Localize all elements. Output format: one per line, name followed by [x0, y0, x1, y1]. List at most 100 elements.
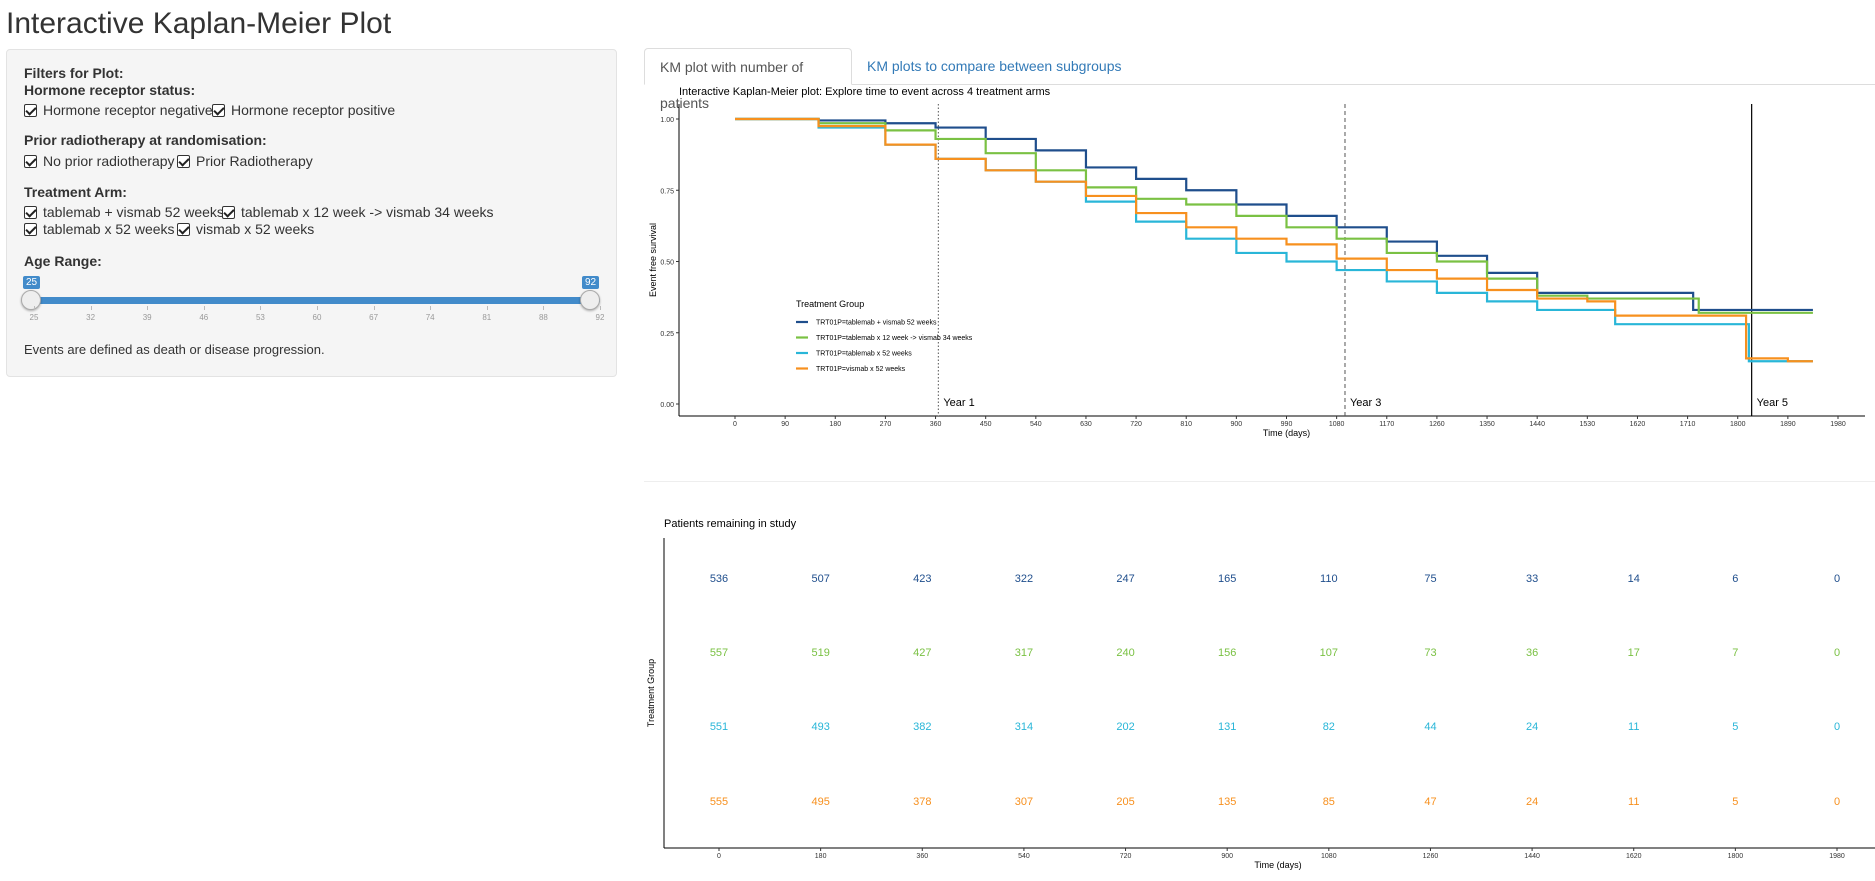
- risk-count: 0: [1834, 647, 1840, 659]
- x-tick-label: 90: [781, 421, 789, 428]
- checkbox-no-prior-radiotherapy[interactable]: No prior radiotherapy: [24, 153, 175, 169]
- x-tick-label: 1350: [1479, 421, 1495, 428]
- risk-count: 17: [1628, 647, 1640, 659]
- risk-count: 536: [710, 573, 728, 585]
- tab-km-plot-number-of-patients[interactable]: KM plot with number of patients: [644, 48, 852, 111]
- risk-count: 317: [1015, 647, 1033, 659]
- checkbox-arm-vismab[interactable]: vismab x 52 weeks: [177, 221, 314, 237]
- slider-tick-label: 81: [482, 313, 492, 322]
- x-tick-label: 720: [1130, 421, 1142, 428]
- risk-count: 107: [1320, 647, 1338, 659]
- checkbox-hormone-negative[interactable]: Hormone receptor negative: [24, 102, 213, 118]
- slider-tick-mark: [147, 306, 149, 310]
- risk-count: 555: [710, 796, 728, 808]
- checkbox-prior-radiotherapy[interactable]: Prior Radiotherapy: [177, 153, 313, 169]
- reference-line-label: Year 5: [1757, 397, 1788, 409]
- risk-count: 314: [1015, 721, 1033, 733]
- checkbox-checked-icon[interactable]: [212, 103, 225, 117]
- slider-tick-mark: [317, 306, 318, 310]
- risk-count: 495: [811, 796, 829, 808]
- km-chart-title: Interactive Kaplan-Meier plot: Explore t…: [679, 86, 1051, 98]
- radiotherapy-label: Prior radiotherapy at randomisation:: [24, 132, 267, 148]
- x-tick-label: 1800: [1730, 421, 1746, 428]
- tab-km-plots-compare-subgroups[interactable]: KM plots to compare between subgroups: [867, 58, 1122, 74]
- checkbox-checked-icon[interactable]: [24, 205, 37, 219]
- risk-count: 507: [811, 573, 829, 585]
- legend-label: TRT01P=tablemab x 12 week -> vismab 34 w…: [816, 335, 973, 342]
- x-tick-label: 1980: [1830, 421, 1846, 428]
- risk-count: 5: [1732, 721, 1738, 733]
- slider-tick-label: 39: [142, 313, 152, 322]
- risk-count: 240: [1116, 647, 1134, 659]
- checkbox-checked-icon[interactable]: [222, 205, 235, 219]
- risk-count: 135: [1218, 796, 1236, 808]
- age-min-handle[interactable]: [21, 290, 41, 310]
- x-tick-label: 1710: [1680, 421, 1696, 428]
- risk-count: 202: [1116, 721, 1134, 733]
- risk-count: 6: [1732, 573, 1738, 585]
- age-max-handle[interactable]: [580, 290, 600, 310]
- risk-count: 82: [1323, 721, 1335, 733]
- risk-count: 47: [1424, 796, 1436, 808]
- slider-tick-label: 32: [86, 313, 96, 322]
- slider-tick-label: 74: [425, 313, 435, 322]
- reference-line-label: Year 3: [1350, 397, 1381, 409]
- x-tick-label: 900: [1231, 421, 1243, 428]
- risk-count: 14: [1628, 573, 1640, 585]
- slider-tick-mark: [600, 306, 601, 310]
- x-tick-label: 450: [980, 421, 992, 428]
- checkbox-checked-icon[interactable]: [24, 103, 37, 117]
- checkbox-checked-icon[interactable]: [177, 222, 190, 236]
- age-range-slider[interactable]: [34, 297, 600, 304]
- x-tick-label: 1980: [1829, 853, 1845, 860]
- risk-count: 131: [1218, 721, 1236, 733]
- y-tick-label: 1.00: [660, 117, 674, 124]
- risk-count: 378: [913, 796, 931, 808]
- x-tick-label: 1080: [1321, 853, 1337, 860]
- x-tick-label: 1080: [1329, 421, 1345, 428]
- slider-tick-label: 60: [312, 313, 322, 322]
- risk-count: 24: [1526, 721, 1538, 733]
- x-tick-label: 1170: [1379, 421, 1394, 428]
- risk-count: 110: [1320, 573, 1338, 585]
- section-divider: [644, 481, 1875, 482]
- checkbox-arm-sequential[interactable]: tablemab x 12 week -> vismab 34 weeks: [222, 204, 494, 220]
- km-chart: 0.00 0.25 0.50 0.75 1.00 0 90 180 270 360 450 540 63…: [648, 104, 1865, 438]
- events-definition-note: Events are defined as death or disease p…: [24, 342, 325, 357]
- filter-panel: Filters for Plot: Hormone receptor statu…: [6, 49, 617, 377]
- checkbox-checked-icon[interactable]: [24, 222, 37, 236]
- x-tick-label: 360: [916, 853, 928, 860]
- risk-count: 24: [1526, 796, 1538, 808]
- x-axis-title: Time (days): [1263, 428, 1310, 438]
- checkbox-checked-icon[interactable]: [177, 154, 190, 168]
- age-max-badge: 92: [582, 276, 600, 289]
- y-tick-label: 0.50: [660, 260, 674, 267]
- risk-count: 33: [1526, 573, 1538, 585]
- y-axis-title: Treatment Group: [646, 659, 656, 727]
- risk-count: 0: [1834, 796, 1840, 808]
- checkbox-hormone-positive[interactable]: Hormone receptor positive: [212, 102, 395, 118]
- km-series-line: [735, 117, 1813, 312]
- tab-bar: KM plot with number of patients KM plots…: [644, 48, 1875, 111]
- x-tick-label: 1260: [1423, 853, 1439, 860]
- slider-tick-mark: [543, 306, 545, 310]
- x-axis-title: Time (days): [1254, 860, 1301, 870]
- risk-count: 551: [710, 721, 728, 733]
- checkbox-checked-icon[interactable]: [24, 154, 37, 168]
- checkbox-arm-combo[interactable]: tablemab + vismab 52 weeks: [24, 204, 224, 220]
- filters-heading: Filters for Plot:: [24, 65, 124, 81]
- x-tick-label: 630: [1080, 421, 1092, 428]
- risk-count: 307: [1015, 796, 1033, 808]
- slider-tick-mark: [90, 306, 92, 310]
- page-title: Interactive Kaplan-Meier Plot: [6, 7, 392, 40]
- slider-tick-label: 92: [595, 313, 605, 322]
- age-min-badge: 25: [23, 276, 41, 289]
- checkbox-arm-tablemab[interactable]: tablemab x 52 weeks: [24, 221, 175, 237]
- slider-tick-mark: [373, 306, 375, 310]
- risk-table-chart: 0 180 360 540 720 900 1080 1260 1440 1620 1800 1980…: [646, 538, 1875, 870]
- risk-count: 0: [1834, 573, 1840, 585]
- risk-count: 11: [1628, 796, 1639, 808]
- slider-tick-label: 53: [255, 313, 265, 322]
- legend-label: TRT01P=tablemab x 52 weeks: [816, 351, 912, 358]
- risk-count: 427: [913, 647, 931, 659]
